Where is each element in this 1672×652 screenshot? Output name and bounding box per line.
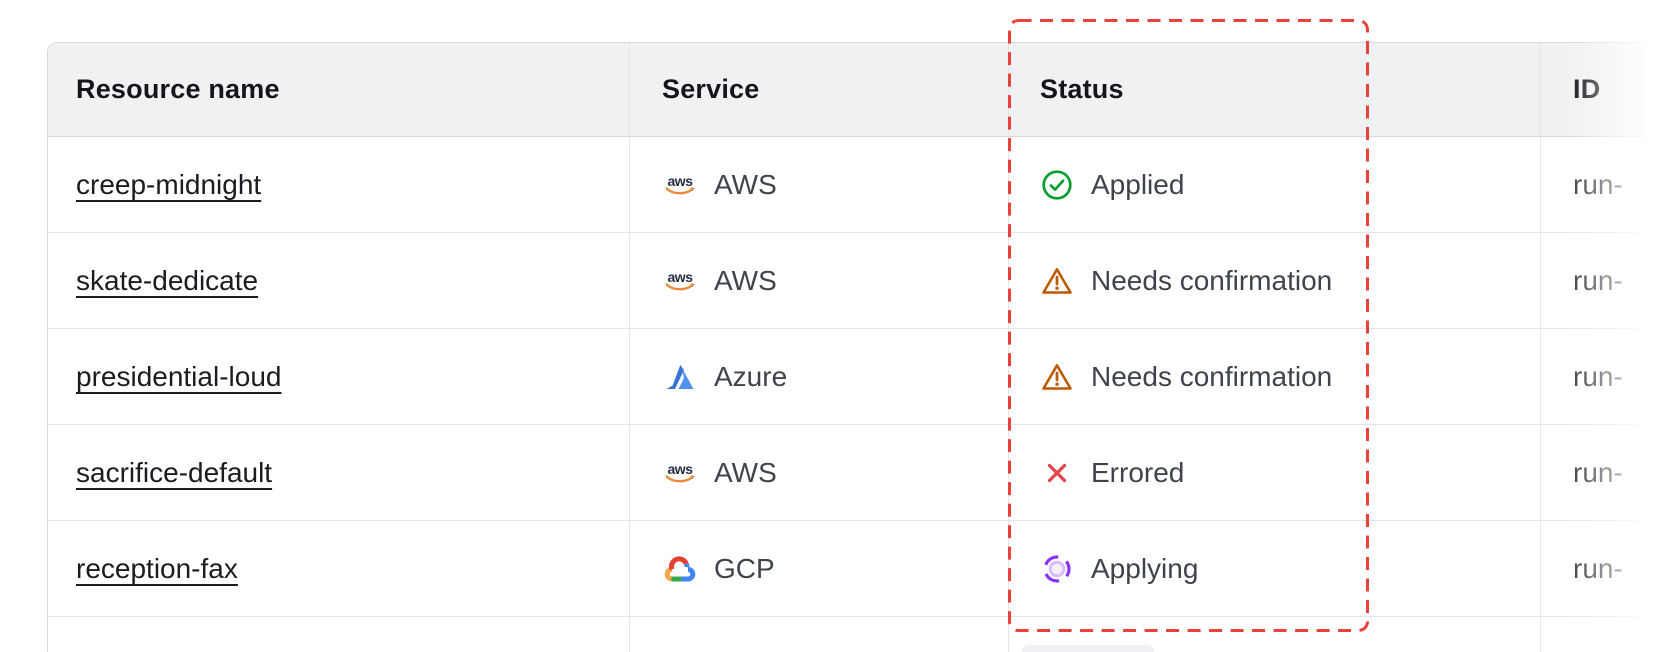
partial-next-row-element [1022,645,1154,652]
resource-link[interactable]: skate-dedicate [76,264,259,296]
x-icon [1040,459,1074,487]
gcp-icon [662,554,698,584]
resource-link[interactable]: reception-fax [76,552,238,584]
status-label: Needs confirmation [1091,360,1333,392]
resource-link[interactable]: sacrifice-default [76,456,273,488]
svg-text:aws: aws [668,461,694,477]
column-header-resource-name: Resource name [48,43,630,136]
warning-triangle-icon [1040,266,1074,296]
status-label: Applied [1091,168,1185,200]
service-label: AWS [714,456,777,488]
aws-icon: aws [662,173,698,197]
aws-icon: aws [662,269,698,293]
table-row: skate-dedicate aws AWS [48,233,1672,329]
column-header-status: Status [1009,43,1541,136]
svg-text:aws: aws [668,269,694,285]
run-id: run- [1573,456,1623,488]
svg-text:aws: aws [668,173,694,189]
table-row: presidential-loud Azure [48,329,1672,425]
warning-triangle-icon [1040,362,1074,392]
spinner-icon [1040,553,1074,585]
table-row: reception-fax GCP [48,521,1672,617]
run-id: run- [1573,264,1623,296]
column-header-service: Service [630,43,1009,136]
resource-link[interactable]: presidential-loud [76,360,282,392]
check-circle-icon [1040,169,1074,201]
status-label: Applying [1091,552,1199,584]
run-id: run- [1573,168,1623,200]
run-id: run- [1573,552,1623,584]
resources-table: Resource name Service Status ID creep-mi… [47,42,1672,652]
service-label: AWS [714,168,777,200]
service-label: Azure [714,360,788,392]
column-header-id: ID [1573,74,1601,104]
service-label: GCP [714,552,775,584]
service-label: AWS [714,264,777,296]
status-label: Needs confirmation [1091,264,1333,296]
table-row: sacrifice-default aws AWS [48,425,1672,521]
table-row: creep-midnight aws AWS [48,137,1672,233]
aws-icon: aws [662,461,698,485]
run-id: run- [1573,360,1623,392]
status-label: Errored [1091,456,1185,488]
table-header-row: Resource name Service Status ID [48,43,1672,137]
azure-icon [662,364,698,390]
resource-link[interactable]: creep-midnight [76,168,262,200]
table-row-partial [48,617,1672,652]
